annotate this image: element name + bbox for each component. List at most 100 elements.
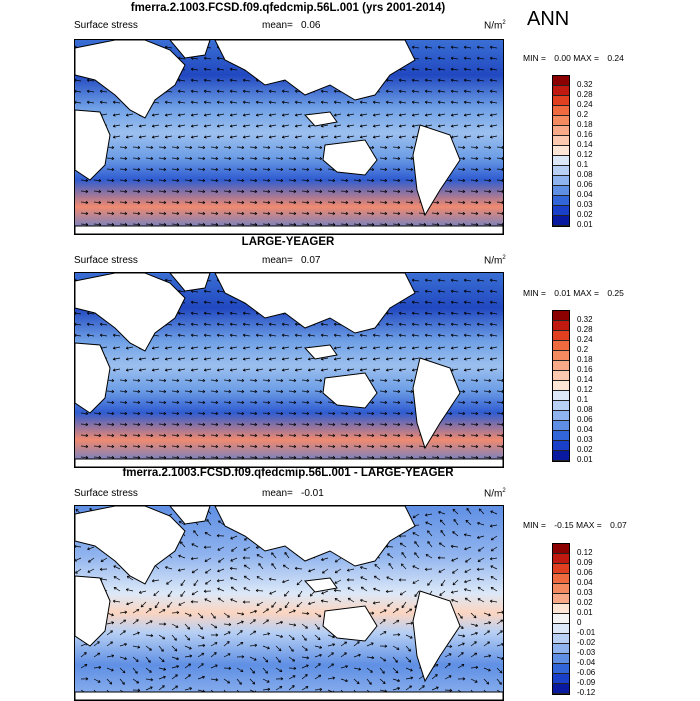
colorbar-label: 0.03 xyxy=(577,588,593,597)
wind-vector xyxy=(75,91,81,92)
colorbar-box xyxy=(553,624,569,634)
colorbar-label: 0.06 xyxy=(577,568,593,577)
panel-1-min-label: MIN = xyxy=(523,53,546,63)
colorbar-box xyxy=(553,341,569,351)
wind-vector xyxy=(75,102,81,103)
colorbar-label: 0.24 xyxy=(577,100,593,109)
colorbar-label: -0.09 xyxy=(577,678,595,687)
panel-2-max-label: MAX = xyxy=(573,288,599,298)
panel-3-min-label: MIN = xyxy=(523,520,546,530)
colorbar-box xyxy=(553,684,569,694)
panel-2-minmax: MIN = 0.01 MAX = 0.25 xyxy=(523,288,624,298)
colorbar-box xyxy=(553,116,569,126)
panel-1-colorbar xyxy=(552,75,570,227)
panel-1-max-value: 0.24 xyxy=(607,53,624,63)
colorbar-label: 0.32 xyxy=(577,80,593,89)
colorbar-label: 0.06 xyxy=(577,180,593,189)
panel-3-title: fmerra.2.1003.FCSD.f09.qfedcmip.56L.001 … xyxy=(74,467,502,479)
panel-1-variable: Surface stress xyxy=(74,20,138,31)
land-mass xyxy=(75,506,185,584)
panel-3-min-value: -0.15 xyxy=(554,520,573,530)
colorbar-box xyxy=(553,431,569,441)
colorbar-label: 0.18 xyxy=(577,355,593,364)
colorbar-label: 0.03 xyxy=(577,200,593,209)
wind-vector xyxy=(497,169,503,170)
colorbar-box xyxy=(553,216,569,226)
land-mass xyxy=(75,273,185,351)
wind-vector xyxy=(497,413,503,414)
panel-2-min-label: MIN = xyxy=(523,288,546,298)
land-mass xyxy=(75,110,110,180)
colorbar-label: 0.16 xyxy=(577,130,593,139)
colorbar-box xyxy=(553,321,569,331)
land-mass xyxy=(323,140,377,175)
panel-2-max-value: 0.25 xyxy=(607,288,624,298)
wind-vector xyxy=(497,424,503,425)
colorbar-box xyxy=(553,411,569,421)
colorbar-box xyxy=(553,176,569,186)
wind-vector xyxy=(141,602,146,607)
panel-2-title: LARGE-YEAGER xyxy=(74,236,502,248)
panel-1-max-label: MAX = xyxy=(573,53,599,63)
wind-vector xyxy=(497,446,503,447)
wind-vector xyxy=(315,635,320,640)
wind-vector xyxy=(75,313,81,314)
colorbar-label: 0.2 xyxy=(577,110,588,119)
panel-3-map xyxy=(74,505,504,701)
colorbar-label: 0.08 xyxy=(577,170,593,179)
panel-3-max-value: 0.07 xyxy=(610,520,627,530)
colorbar-box xyxy=(553,76,569,86)
wind-vector xyxy=(497,402,503,403)
colorbar-label: -0.01 xyxy=(577,628,595,637)
map-canvas xyxy=(75,273,503,467)
land-mass xyxy=(305,345,337,359)
land-mass xyxy=(323,373,377,408)
colorbar-box xyxy=(553,311,569,321)
colorbar-box xyxy=(553,106,569,116)
land-mass xyxy=(75,692,503,700)
wind-vector xyxy=(297,580,302,585)
wind-vector xyxy=(120,668,125,673)
colorbar-box xyxy=(553,391,569,401)
colorbar-label: 0.04 xyxy=(577,578,593,587)
land-mass xyxy=(413,125,460,215)
wind-vector xyxy=(297,602,302,607)
wind-vector xyxy=(497,224,503,225)
colorbar-label: 0.18 xyxy=(577,120,593,129)
colorbar-box xyxy=(553,331,569,341)
colorbar-label: 0.14 xyxy=(577,375,593,384)
wind-vector xyxy=(393,668,398,673)
colorbar-label: 0.04 xyxy=(577,425,593,434)
wind-vector xyxy=(497,380,503,381)
colorbar-box xyxy=(553,544,569,554)
land-mass xyxy=(75,226,503,234)
colorbar-box xyxy=(553,614,569,624)
wind-vector xyxy=(198,613,203,618)
panel-1-map xyxy=(74,39,504,235)
colorbar-label: 0.12 xyxy=(577,548,593,557)
panel-3-units-text: N/m xyxy=(484,488,502,499)
colorbar-box xyxy=(553,371,569,381)
panel-2-colorbar xyxy=(552,310,570,462)
colorbar-box xyxy=(553,146,569,156)
panel-3-minmax: MIN = -0.15 MAX = 0.07 xyxy=(523,520,627,530)
colorbar-box xyxy=(553,206,569,216)
colorbar-box xyxy=(553,674,569,684)
panel-1-title: fmerra.2.1003.FCSD.f09.qfedcmip.56L.001 … xyxy=(74,2,502,14)
map-canvas xyxy=(75,40,503,234)
wind-vector xyxy=(497,158,503,159)
colorbar-box xyxy=(553,441,569,451)
colorbar-box xyxy=(553,584,569,594)
colorbar-label: -0.04 xyxy=(577,658,595,667)
colorbar-label: 0.01 xyxy=(577,220,593,229)
colorbar-label: 0.1 xyxy=(577,160,588,169)
colorbar-box xyxy=(553,564,569,574)
panel-2-units-text: N/m xyxy=(484,255,502,266)
colorbar-label: 0.2 xyxy=(577,345,588,354)
colorbar-box xyxy=(553,381,569,391)
colorbar-label: 0.02 xyxy=(577,598,593,607)
wind-vector xyxy=(479,509,484,514)
colorbar-box xyxy=(553,351,569,361)
panel-1-units-text: N/m xyxy=(484,20,502,31)
wind-vector xyxy=(453,509,458,514)
